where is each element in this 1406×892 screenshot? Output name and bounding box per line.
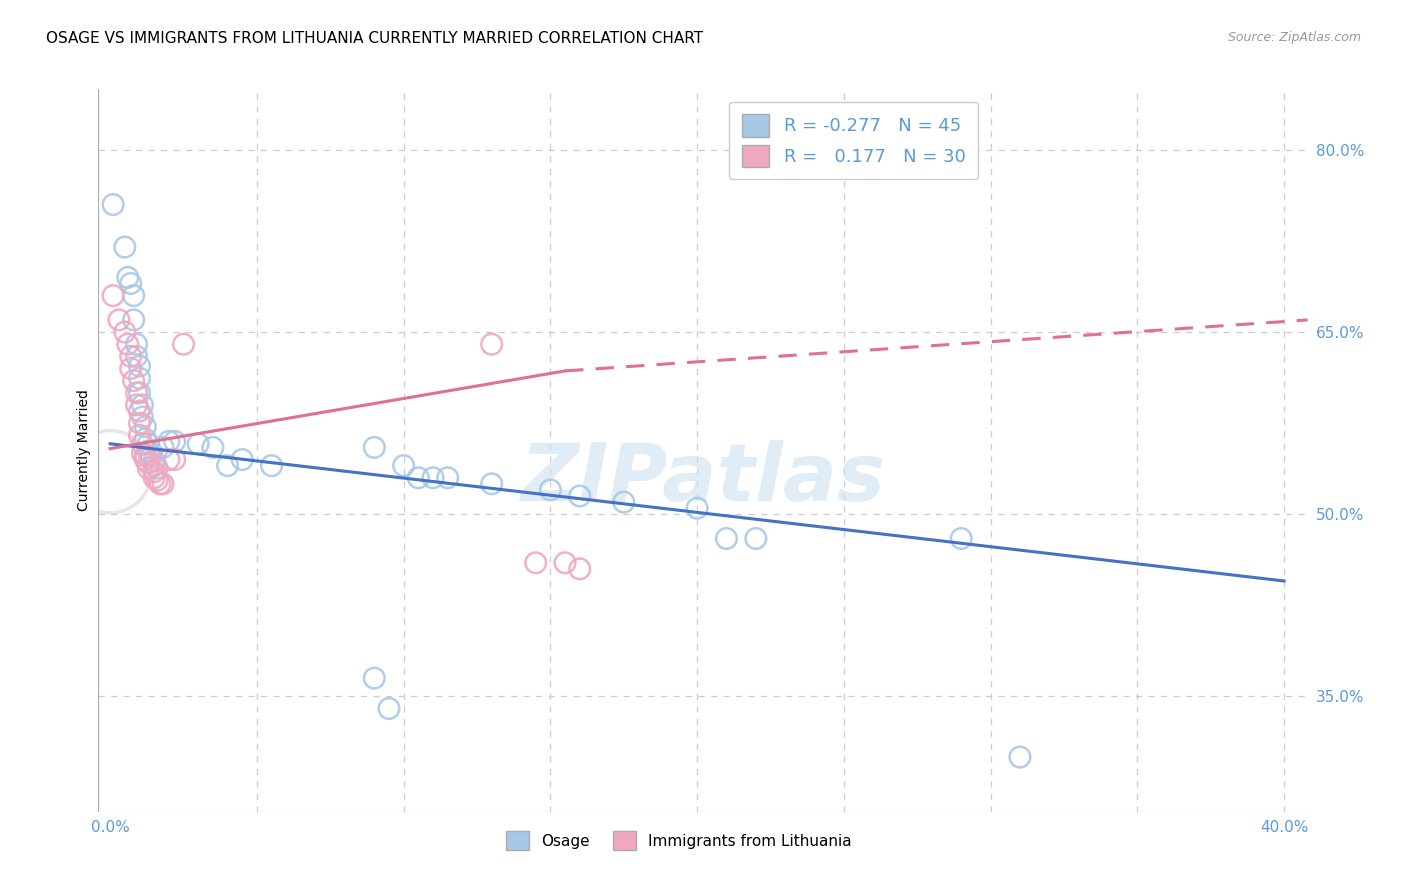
Point — [108, 313, 131, 327]
Point — [481, 337, 503, 351]
Legend: Osage, Immigrants from Lithuania: Osage, Immigrants from Lithuania — [501, 825, 858, 856]
Point — [568, 489, 591, 503]
Point — [131, 446, 153, 460]
Point — [950, 532, 973, 546]
Point — [131, 398, 153, 412]
Point — [128, 359, 150, 373]
Point — [363, 671, 385, 685]
Point — [117, 270, 139, 285]
Point — [745, 532, 768, 546]
Point — [134, 419, 156, 434]
Point — [260, 458, 283, 473]
Point — [157, 452, 180, 467]
Point — [686, 501, 709, 516]
Point — [408, 471, 430, 485]
Point — [134, 449, 156, 463]
Point — [125, 398, 148, 412]
Point — [152, 441, 174, 455]
Point — [114, 240, 136, 254]
Point — [143, 471, 166, 485]
Point — [128, 385, 150, 400]
Point — [120, 361, 142, 376]
Point — [131, 410, 153, 425]
Point — [422, 471, 444, 485]
Point — [231, 452, 253, 467]
Point — [568, 562, 591, 576]
Point — [716, 532, 738, 546]
Point — [128, 404, 150, 418]
Point — [136, 456, 159, 470]
Point — [436, 471, 458, 485]
Point — [128, 371, 150, 385]
Point — [143, 465, 166, 479]
Point — [101, 197, 124, 211]
Point — [134, 432, 156, 446]
Point — [143, 454, 166, 468]
Y-axis label: Currently Married: Currently Married — [77, 390, 91, 511]
Point — [114, 325, 136, 339]
Text: OSAGE VS IMMIGRANTS FROM LITHUANIA CURRENTLY MARRIED CORRELATION CHART: OSAGE VS IMMIGRANTS FROM LITHUANIA CURRE… — [46, 31, 703, 46]
Point — [481, 476, 503, 491]
Point — [554, 556, 576, 570]
Point — [149, 476, 172, 491]
Point — [122, 313, 145, 327]
Point — [101, 288, 124, 302]
Point — [524, 556, 547, 570]
Point — [128, 416, 150, 430]
Point — [141, 449, 163, 463]
Point — [134, 452, 156, 467]
Point — [125, 385, 148, 400]
Point — [136, 444, 159, 458]
Point — [152, 476, 174, 491]
Point — [613, 495, 636, 509]
Point — [201, 441, 224, 455]
Point — [173, 337, 195, 351]
Point — [146, 461, 169, 475]
Point — [136, 461, 159, 475]
Point — [122, 288, 145, 302]
Point — [163, 452, 186, 467]
Point — [187, 437, 209, 451]
Text: Source: ZipAtlas.com: Source: ZipAtlas.com — [1227, 31, 1361, 45]
Point — [163, 434, 186, 449]
Point — [117, 337, 139, 351]
Point — [120, 277, 142, 291]
Point — [131, 437, 153, 451]
Point — [125, 349, 148, 363]
Point — [538, 483, 561, 497]
Point — [1008, 750, 1031, 764]
Point — [136, 437, 159, 451]
Point — [392, 458, 415, 473]
Point — [146, 473, 169, 487]
Point — [157, 434, 180, 449]
Point — [122, 374, 145, 388]
Point — [128, 428, 150, 442]
Text: ZIPatlas: ZIPatlas — [520, 441, 886, 518]
Point — [98, 465, 121, 479]
Point — [363, 441, 385, 455]
Point — [143, 458, 166, 473]
Point — [120, 349, 142, 363]
Point — [378, 701, 401, 715]
Point — [125, 337, 148, 351]
Point — [217, 458, 239, 473]
